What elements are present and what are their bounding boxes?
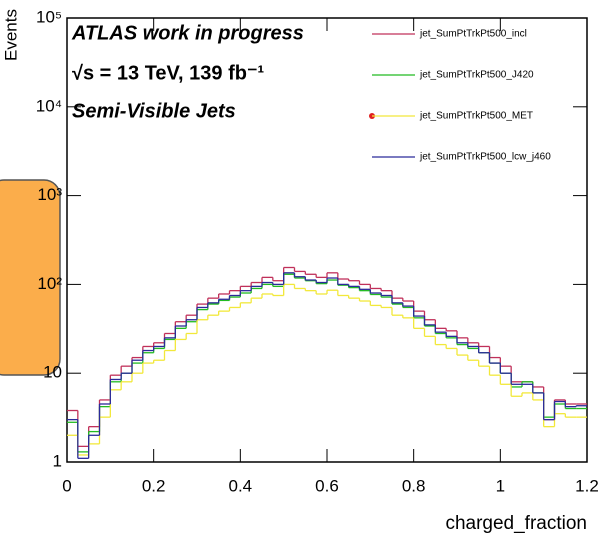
x-tick-label: 0: [62, 476, 71, 495]
legend-label: jet_SumPtTrkPt500_lcw_j460: [419, 152, 551, 163]
annotation: ATLAS work in progress: [71, 22, 304, 44]
x-tick-label: 1: [496, 476, 505, 495]
x-tick-label: 0.8: [402, 476, 426, 495]
x-tick-label: 0.4: [229, 476, 253, 495]
y-tick-label: 10⁴: [36, 96, 62, 115]
overlay-box: [0, 179, 61, 376]
legend-label: jet_SumPtTrkPt500_MET: [419, 111, 533, 122]
x-axis-label: charged_fraction: [445, 513, 587, 534]
annotation: √s = 13 TeV, 139 fb⁻¹: [72, 62, 265, 84]
x-tick-label: 0.2: [142, 476, 166, 495]
y-tick-label: 10⁵: [36, 7, 62, 26]
y-axis-label: Events: [1, 9, 20, 61]
y-tick-label: 10³: [37, 185, 62, 204]
annotation: Semi-Visible Jets: [72, 100, 236, 122]
legend-label: jet_SumPtTrkPt500_incl: [419, 29, 527, 40]
x-tick-label: 0.6: [315, 476, 339, 495]
x-tick-label: 1.2: [575, 476, 599, 495]
y-tick-label: 1: [53, 451, 62, 470]
y-tick-label: 10: [43, 363, 62, 382]
legend-label: jet_SumPtTrkPt500_J420: [419, 70, 534, 81]
y-tick-label: 10²: [37, 274, 62, 293]
